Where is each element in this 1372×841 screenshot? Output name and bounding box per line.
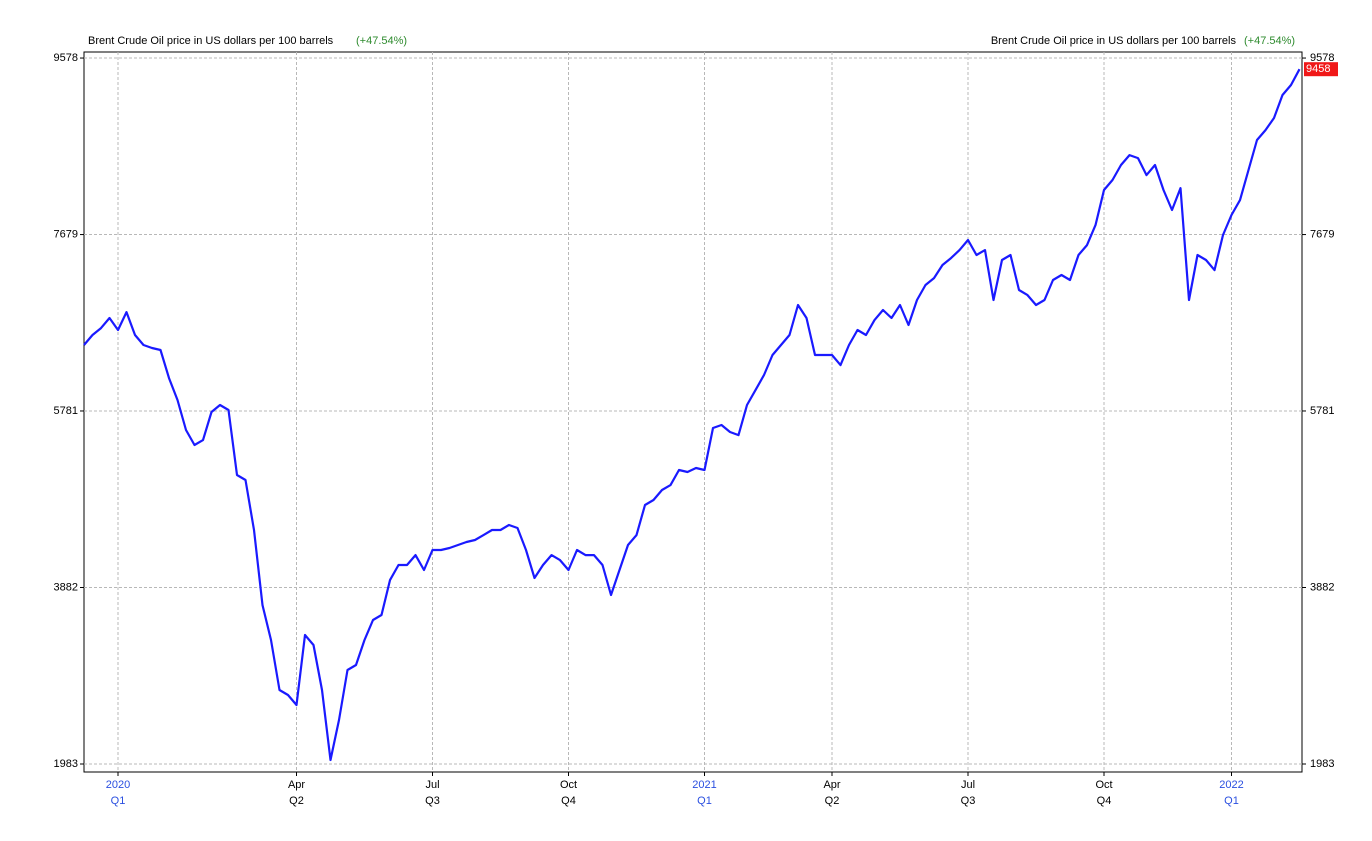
x-quarter-label: Q3 bbox=[961, 795, 976, 807]
change-label: (+47.54%) bbox=[356, 35, 407, 47]
x-quarter-label: Q4 bbox=[561, 795, 576, 807]
x-tick-label: Oct bbox=[560, 779, 577, 791]
y-tick-label: 5781 bbox=[1310, 405, 1334, 417]
x-quarter-label: Q1 bbox=[111, 795, 126, 807]
change-label: (+47.54%) bbox=[1244, 35, 1295, 47]
x-quarter-label: Q2 bbox=[289, 795, 304, 807]
x-quarter-label: Q2 bbox=[825, 795, 840, 807]
x-quarter-label: Q3 bbox=[425, 795, 440, 807]
y-tick-label: 3882 bbox=[54, 581, 78, 593]
x-tick-label: 2022 bbox=[1219, 779, 1243, 791]
y-tick-label: 7679 bbox=[54, 228, 78, 240]
x-tick-label: 2021 bbox=[692, 779, 716, 791]
price-line bbox=[83, 68, 1301, 762]
x-quarter-label: Q1 bbox=[1224, 795, 1239, 807]
last-price-box bbox=[1304, 62, 1338, 77]
x-tick-label: Apr bbox=[288, 779, 305, 791]
x-tick-label: 2020 bbox=[106, 779, 130, 791]
y-tick-label: 9578 bbox=[54, 52, 78, 64]
y-tick-label: 1983 bbox=[1310, 758, 1334, 770]
plot-frame bbox=[83, 51, 1303, 773]
y-tick-label: 5781 bbox=[54, 405, 78, 417]
x-tick-label: Jul bbox=[961, 779, 975, 791]
x-tick-label: Jul bbox=[425, 779, 439, 791]
y-tick-label: 7679 bbox=[1310, 228, 1334, 240]
x-quarter-label: Q4 bbox=[1097, 795, 1112, 807]
chart-title: Brent Crude Oil price in US dollars per … bbox=[88, 35, 334, 47]
x-tick-label: Oct bbox=[1095, 779, 1112, 791]
y-tick-label: 1983 bbox=[54, 758, 78, 770]
chart-title: Brent Crude Oil price in US dollars per … bbox=[991, 35, 1237, 47]
x-tick-label: Apr bbox=[823, 779, 840, 791]
last-price-label: 9458 bbox=[1306, 63, 1330, 75]
y-tick-label: 9578 bbox=[1310, 52, 1334, 64]
y-tick-label: 3882 bbox=[1310, 581, 1334, 593]
x-quarter-label: Q1 bbox=[697, 795, 712, 807]
